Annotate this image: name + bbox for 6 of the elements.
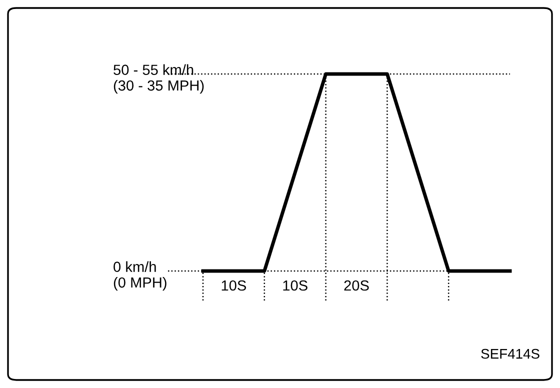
text: 10S bbox=[283, 280, 308, 291]
annotation: 50 - 55 km/h (30 - 35 MPH) bbox=[114, 64, 204, 94]
text: SEF414S bbox=[481, 348, 540, 359]
text: 0 km/h (0 MPH) bbox=[114, 261, 166, 291]
text: 20S bbox=[344, 280, 369, 291]
text: 10S bbox=[222, 280, 246, 291]
